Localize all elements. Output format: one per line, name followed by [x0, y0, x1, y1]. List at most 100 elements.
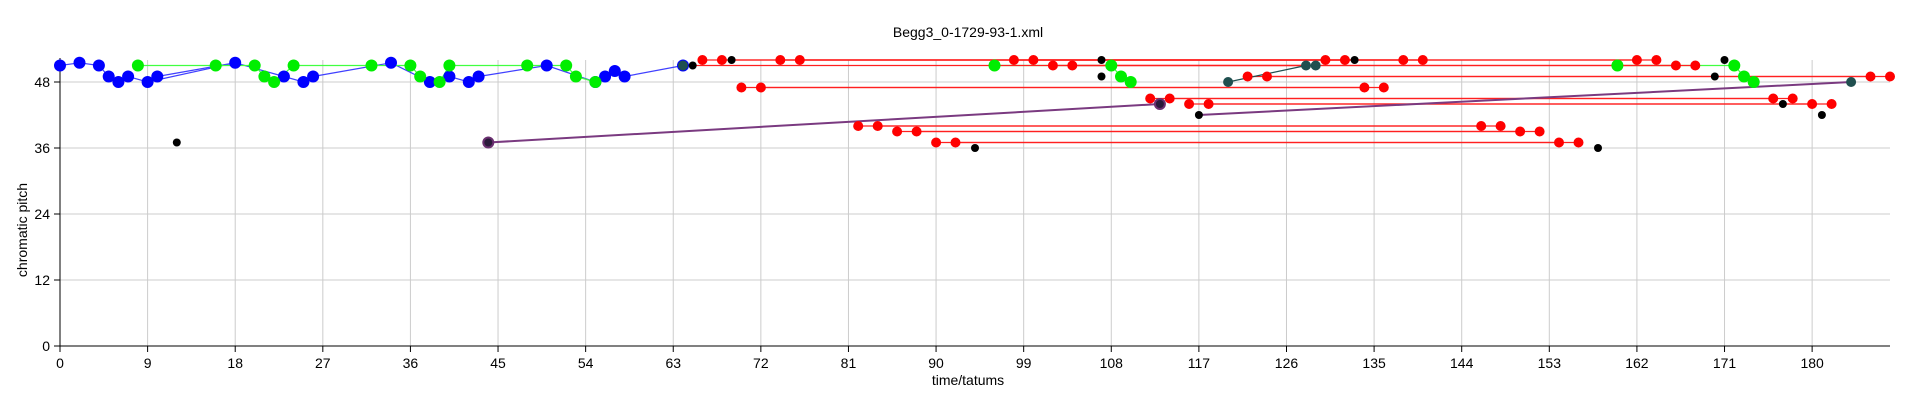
data-point — [433, 76, 446, 88]
data-point — [423, 76, 436, 88]
data-point — [443, 70, 456, 83]
y-axis-label: chromatic pitch — [14, 183, 30, 277]
data-point — [1670, 60, 1681, 71]
data-point — [911, 126, 922, 137]
x-tick-label: 108 — [1100, 355, 1124, 371]
data-point — [1378, 82, 1389, 93]
data-point — [1359, 82, 1370, 93]
data-point — [716, 55, 727, 65]
data-point — [73, 56, 86, 69]
data-point — [54, 59, 66, 72]
axes: 0 9 18 27 36 45 54 63 72 81 90 99 108 117 126 135 144 153… — [34, 58, 1890, 371]
x-tick-label: 117 — [1188, 355, 1211, 371]
y-tick-label: 48 — [34, 74, 50, 90]
data-point — [1223, 77, 1234, 87]
data-point — [1865, 71, 1876, 82]
data-point — [521, 59, 534, 72]
data-point — [365, 59, 378, 72]
data-point — [258, 70, 271, 83]
x-tick-label: 180 — [1800, 355, 1824, 371]
data-point — [1495, 121, 1506, 131]
data-point — [1105, 59, 1118, 72]
data-point — [1047, 60, 1058, 71]
data-point — [1631, 55, 1642, 65]
data-point — [112, 76, 125, 88]
data-point — [775, 55, 786, 65]
data-point — [1728, 59, 1741, 72]
x-tick-label: 144 — [1450, 355, 1474, 371]
chart-title: Begg3_0-1729-93-1.xml — [893, 24, 1043, 40]
data-point — [872, 121, 883, 131]
data-point — [892, 126, 903, 137]
data-point — [462, 76, 475, 88]
data-point — [1262, 71, 1272, 82]
data-point — [1573, 137, 1584, 148]
data-point — [569, 70, 582, 83]
connection-lines — [59, 59, 1890, 144]
data-point — [1008, 55, 1019, 65]
data-point — [1885, 71, 1895, 82]
x-tick-label: 63 — [665, 355, 681, 371]
data-point — [404, 59, 417, 72]
data-point — [1320, 55, 1331, 65]
data-point — [1115, 70, 1127, 83]
data-point — [229, 56, 242, 69]
data-point — [688, 61, 697, 70]
data-point — [287, 59, 300, 72]
data-point — [1476, 121, 1487, 131]
data-point — [209, 59, 222, 72]
x-tick-label: 153 — [1538, 355, 1562, 371]
x-tick-label: 90 — [928, 355, 944, 371]
x-tick-label: 27 — [315, 355, 331, 371]
data-point — [385, 56, 397, 69]
x-tick-label: 18 — [227, 355, 243, 371]
data-point — [853, 121, 864, 131]
data-point — [297, 76, 310, 88]
data-point — [1534, 126, 1545, 137]
data-point — [1515, 126, 1526, 137]
grid — [60, 60, 1890, 346]
data-point — [697, 55, 708, 65]
data-point — [1124, 76, 1137, 88]
x-tick-label: 72 — [753, 355, 769, 371]
data-point — [540, 59, 553, 72]
data-point — [755, 82, 766, 93]
data-point — [1350, 56, 1359, 64]
data-point — [277, 70, 290, 83]
data-point — [931, 137, 942, 148]
data-point — [1028, 55, 1039, 65]
data-point — [560, 59, 573, 72]
data-point — [1817, 111, 1826, 119]
data-point — [1097, 56, 1106, 64]
data-point — [1301, 60, 1311, 71]
data-point — [1417, 55, 1428, 65]
y-tick-label: 0 — [42, 338, 50, 354]
data-point — [1611, 59, 1624, 72]
data-point — [472, 70, 485, 83]
data-point — [608, 65, 621, 77]
data-point — [1747, 76, 1760, 88]
data-point — [1651, 55, 1662, 65]
x-tick-label: 171 — [1713, 355, 1737, 371]
data-point — [131, 59, 144, 72]
data-point — [1594, 144, 1602, 152]
data-point — [1807, 99, 1818, 109]
data-point — [307, 70, 320, 83]
data-point — [172, 138, 181, 147]
data-point — [1153, 98, 1166, 110]
data-point — [1710, 72, 1719, 81]
data-point — [971, 144, 979, 152]
data-point — [1310, 60, 1321, 71]
connection-line — [1198, 81, 1852, 116]
x-tick-label: 0 — [56, 355, 64, 371]
data-point — [618, 70, 631, 83]
data-point — [1339, 55, 1350, 65]
data-point — [1778, 100, 1787, 108]
data-point — [102, 70, 115, 83]
y-tick-label: 24 — [34, 206, 50, 222]
data-point — [92, 59, 105, 72]
data-point — [1184, 99, 1195, 109]
data-point — [248, 59, 261, 72]
x-tick-label: 99 — [1016, 355, 1032, 371]
